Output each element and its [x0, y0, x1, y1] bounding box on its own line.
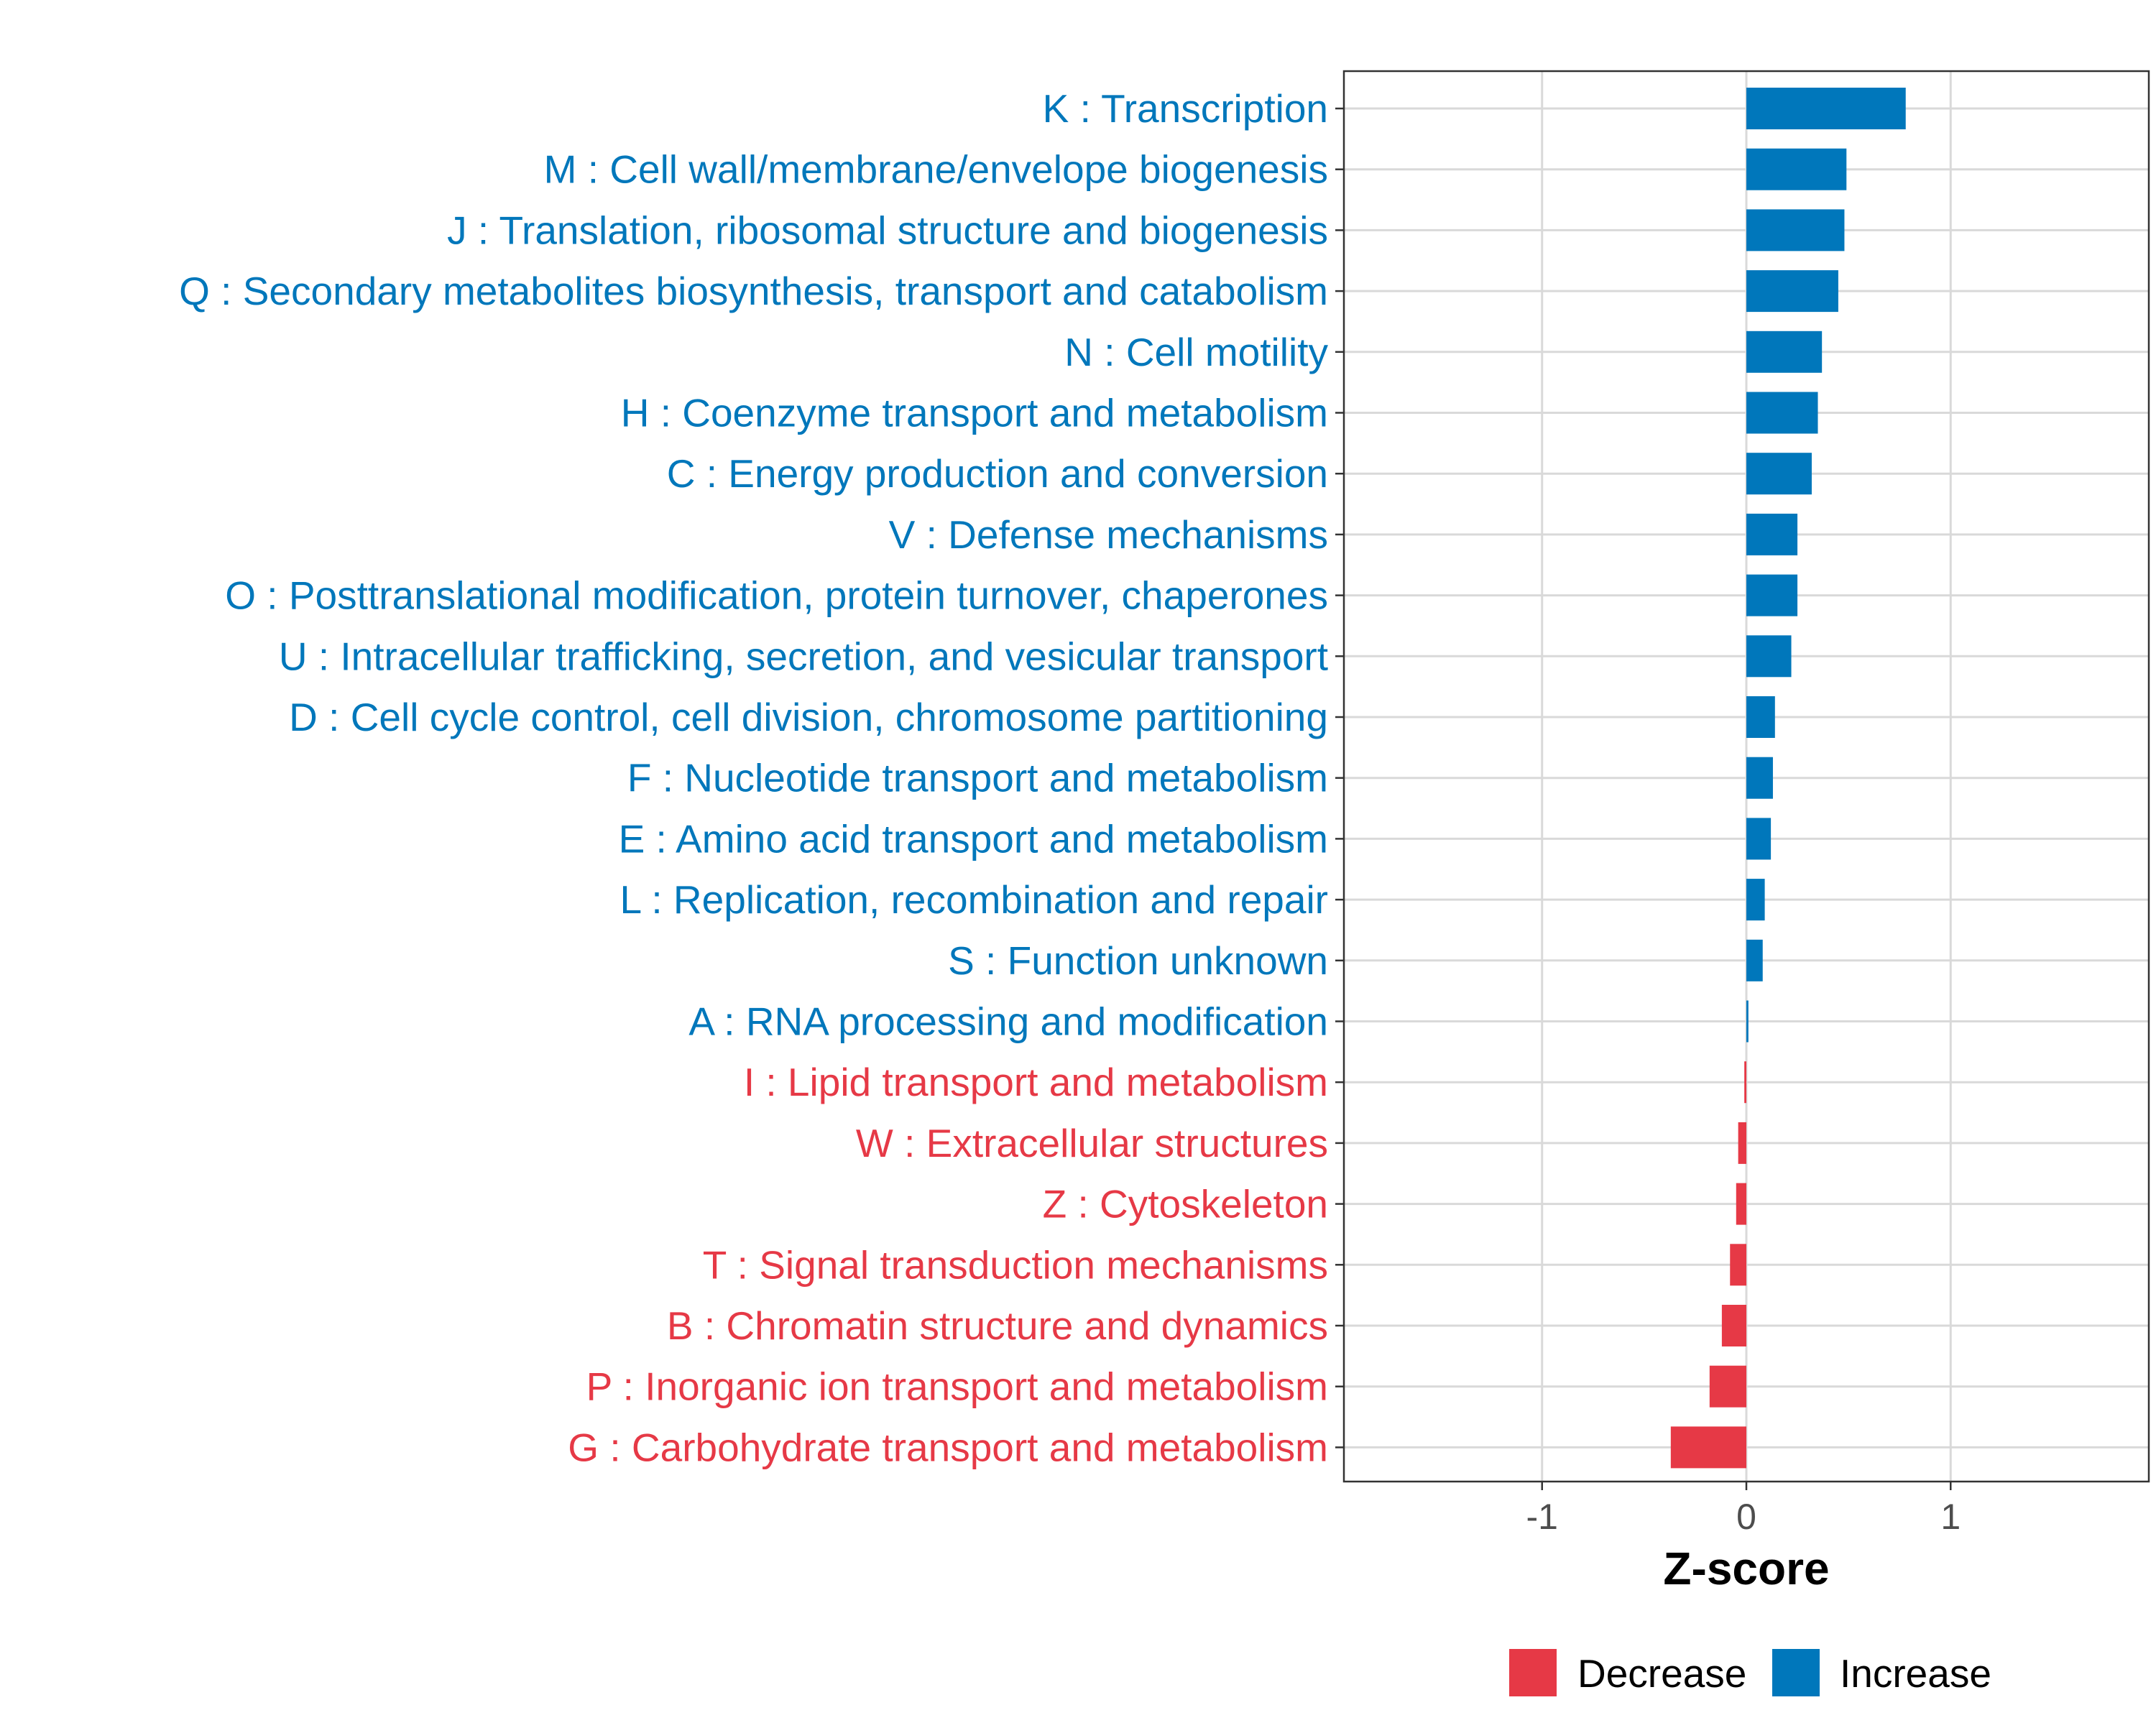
category-label: A : RNA processing and modification: [688, 999, 1328, 1044]
category-label: G : Carbohydrate transport and metabolis…: [568, 1425, 1328, 1469]
bar: [1709, 1365, 1746, 1408]
legend-key-increase: [1772, 1649, 1820, 1696]
bar: [1746, 1000, 1749, 1043]
category-label: U : Intracellular trafficking, secretion…: [279, 634, 1328, 678]
bar: [1746, 696, 1775, 738]
bar: [1746, 635, 1792, 678]
category-label: M : Cell wall/membrane/envelope biogenes…: [544, 147, 1328, 192]
category-label: B : Chromatin structure and dynamics: [667, 1303, 1328, 1348]
bar: [1744, 1061, 1746, 1104]
legend-label-decrease: Decrease: [1577, 1651, 1746, 1696]
bar: [1721, 1305, 1746, 1346]
bar: [1746, 879, 1765, 921]
category-label: N : Cell motility: [1064, 330, 1328, 374]
category-label: F : Nucleotide transport and metabolism: [627, 756, 1328, 800]
x-axis-title: Z-score: [1663, 1543, 1829, 1594]
bar: [1746, 513, 1798, 555]
legend: Decrease Increase: [1509, 1649, 1991, 1696]
x-tick-label: 0: [1736, 1497, 1756, 1537]
bar: [1746, 818, 1772, 860]
category-label: L : Replication, recombination and repai…: [620, 877, 1328, 922]
bar: [1746, 757, 1773, 799]
bar: [1746, 392, 1818, 434]
category-label: P : Inorganic ion transport and metaboli…: [586, 1364, 1328, 1409]
x-tick-label: -1: [1526, 1497, 1558, 1537]
y-axis-ticks: K : Transcription M : Cell wall/membrane/…: [179, 86, 1344, 1469]
bar: [1746, 939, 1763, 981]
category-label: H : Coenzyme transport and metabolism: [621, 391, 1328, 435]
category-label: Q : Secondary metabolites biosynthesis, …: [179, 269, 1328, 313]
category-label: Z : Cytoskeleton: [1043, 1182, 1328, 1226]
bar: [1730, 1244, 1746, 1286]
category-label: I : Lipid transport and metabolism: [744, 1060, 1328, 1104]
bar: [1746, 88, 1906, 129]
category-label: E : Amino acid transport and metabolism: [619, 816, 1328, 861]
legend-key-decrease: [1509, 1649, 1557, 1696]
bar: [1736, 1183, 1746, 1225]
bar: [1738, 1122, 1746, 1164]
category-label: V : Defense mechanisms: [889, 512, 1328, 557]
category-label: J : Translation, ribosomal structure and…: [447, 208, 1328, 252]
legend-label-increase: Increase: [1840, 1651, 1991, 1696]
category-label: C : Energy production and conversion: [667, 451, 1328, 496]
category-label: D : Cell cycle control, cell division, c…: [289, 695, 1328, 739]
bar: [1746, 209, 1845, 251]
category-label: O : Posttranslational modification, prot…: [225, 573, 1328, 618]
category-label: W : Extracellular structures: [856, 1121, 1328, 1165]
bars: [1670, 88, 1906, 1469]
bar: [1746, 574, 1798, 616]
x-axis-ticks: -1 0 1: [1526, 1482, 1961, 1537]
bar: [1746, 331, 1823, 373]
category-label: T : Signal transduction mechanisms: [703, 1242, 1328, 1287]
category-label: S : Function unknown: [948, 938, 1328, 983]
category-label: K : Transcription: [1043, 86, 1328, 131]
x-tick-label: 1: [1940, 1497, 1961, 1537]
bar: [1746, 148, 1847, 190]
bar: [1746, 270, 1838, 313]
bar: [1670, 1426, 1746, 1469]
bar: [1746, 453, 1812, 495]
